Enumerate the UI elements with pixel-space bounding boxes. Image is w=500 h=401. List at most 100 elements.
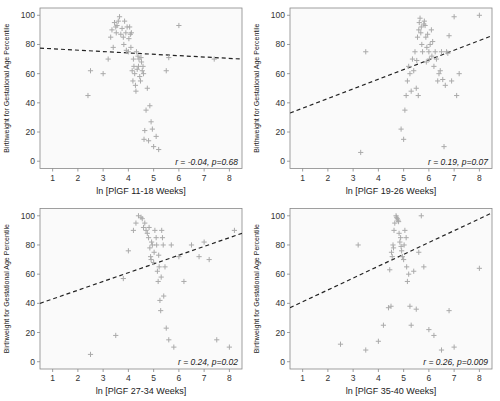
scatter-point — [128, 45, 133, 50]
scatter-point — [363, 347, 368, 352]
scatter-point — [140, 216, 145, 221]
scatter-point — [390, 254, 395, 259]
y-tick-label: 80 — [26, 39, 36, 49]
scatter-point — [142, 128, 147, 133]
y-tick-label: 20 — [26, 328, 36, 338]
scatter-point — [157, 298, 162, 303]
x-tick — [403, 169, 404, 172]
x-tick-label: 4 — [376, 373, 381, 383]
scatter-point — [419, 42, 424, 47]
scatter-point — [426, 49, 431, 54]
plot-area — [290, 213, 492, 353]
scatter-point — [454, 93, 459, 98]
scatter-point — [426, 327, 431, 332]
y-tick — [37, 274, 40, 275]
scatter-point — [166, 337, 171, 342]
x-tick-label: 7 — [452, 173, 457, 183]
scatter-point — [443, 83, 448, 88]
x-tick — [327, 369, 328, 372]
x-tick — [77, 369, 78, 372]
scatter-point — [414, 58, 419, 63]
scatter-point — [446, 308, 451, 313]
y-tick — [37, 332, 40, 333]
y-tick — [37, 73, 40, 74]
scatter-point — [145, 86, 150, 91]
regression-line — [290, 213, 492, 308]
x-tick-label: 6 — [427, 373, 432, 383]
scatter-point — [409, 323, 414, 328]
x-tick-label: 5 — [151, 173, 156, 183]
scatter-point — [406, 272, 411, 277]
y-tick-label: 0 — [30, 156, 35, 166]
x-tick-label: 4 — [126, 173, 131, 183]
scatter-point — [132, 71, 137, 76]
scatter-point — [391, 245, 396, 250]
scatter-point — [202, 239, 207, 244]
y-tick — [37, 361, 40, 362]
scatter-point — [142, 220, 147, 225]
scatter-point — [227, 345, 232, 350]
y-axis-label: Birthweight for Gestational Age Percenti… — [3, 24, 11, 153]
scatter-point — [414, 86, 419, 91]
x-tick-label: 3 — [101, 373, 106, 383]
x-tick — [229, 369, 230, 372]
y-tick-label: 0 — [280, 156, 285, 166]
scatter-point — [111, 45, 116, 50]
y-tick — [287, 332, 290, 333]
y-tick-label: 100 — [271, 211, 285, 221]
scatter-point — [430, 39, 435, 44]
scatter-point — [160, 235, 165, 240]
scatter-point — [141, 137, 146, 142]
x-tick-label: 2 — [76, 173, 81, 183]
y-tick-label: 0 — [280, 357, 285, 367]
x-tick — [204, 369, 205, 372]
scatter-point — [433, 49, 438, 54]
scatter-point — [131, 64, 136, 69]
scatter-point — [338, 342, 343, 347]
scatter-point — [232, 228, 237, 233]
scatter-point — [152, 228, 157, 233]
x-tick-label: 7 — [202, 173, 207, 183]
scatter-point — [402, 108, 407, 113]
regression-line — [290, 36, 492, 113]
y-tick — [37, 303, 40, 304]
x-tick-label: 5 — [401, 173, 406, 183]
scatter-point — [397, 239, 402, 244]
x-tick-label: 4 — [376, 173, 381, 183]
scatter-point — [212, 56, 217, 61]
x-tick-label: 4 — [126, 373, 131, 383]
scatter-point — [416, 250, 421, 255]
scatter-point — [156, 253, 161, 258]
scatter-point — [161, 293, 166, 298]
scatter-point — [399, 248, 404, 253]
scatter-point — [101, 71, 106, 76]
scatter-point — [146, 138, 151, 143]
y-tick — [37, 102, 40, 103]
y-tick-label: 100 — [271, 10, 285, 20]
plot-frame — [40, 8, 242, 169]
x-tick — [204, 169, 205, 172]
scatter-point — [88, 68, 93, 73]
scatter-point — [418, 30, 423, 35]
x-tick — [479, 369, 480, 372]
scatter-point — [145, 231, 150, 236]
scatter-point — [129, 30, 134, 35]
scatter-point — [137, 74, 142, 79]
scatter-point — [126, 248, 131, 253]
y-tick-label: 100 — [21, 211, 35, 221]
regression-line — [40, 233, 242, 303]
y-tick — [287, 132, 290, 133]
scatter-point — [412, 49, 417, 54]
y-axis-label: Birthweight for Gestational Age Percenti… — [253, 224, 261, 353]
x-tick-label: 8 — [477, 373, 482, 383]
x-tick — [403, 369, 404, 372]
scatter-point — [147, 103, 152, 108]
plot-area — [40, 213, 242, 357]
scatter-point — [176, 23, 181, 28]
scatter-point — [136, 64, 141, 69]
plot-frame — [290, 209, 492, 370]
y-tick — [287, 244, 290, 245]
scatter-point — [477, 13, 482, 18]
scatter-point — [420, 49, 425, 54]
scatter-point — [438, 68, 443, 73]
